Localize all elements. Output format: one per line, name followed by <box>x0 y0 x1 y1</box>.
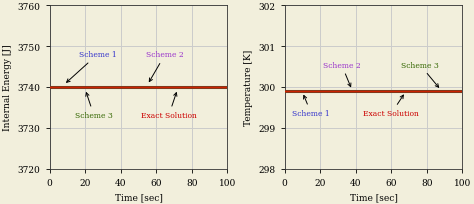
Text: Scheme 1: Scheme 1 <box>67 51 117 83</box>
Y-axis label: Internal Energy [J]: Internal Energy [J] <box>3 44 12 131</box>
Text: Scheme 2: Scheme 2 <box>323 61 360 87</box>
Y-axis label: Temperature [K]: Temperature [K] <box>244 50 253 125</box>
Text: Scheme 2: Scheme 2 <box>146 51 184 82</box>
Text: Scheme 3: Scheme 3 <box>401 61 439 88</box>
X-axis label: Time [sec]: Time [sec] <box>349 192 397 201</box>
Text: Exact Solution: Exact Solution <box>141 93 197 120</box>
X-axis label: Time [sec]: Time [sec] <box>115 192 163 201</box>
Text: Scheme 1: Scheme 1 <box>292 96 330 118</box>
Text: Exact Solution: Exact Solution <box>364 96 419 118</box>
Text: Scheme 3: Scheme 3 <box>75 93 113 120</box>
